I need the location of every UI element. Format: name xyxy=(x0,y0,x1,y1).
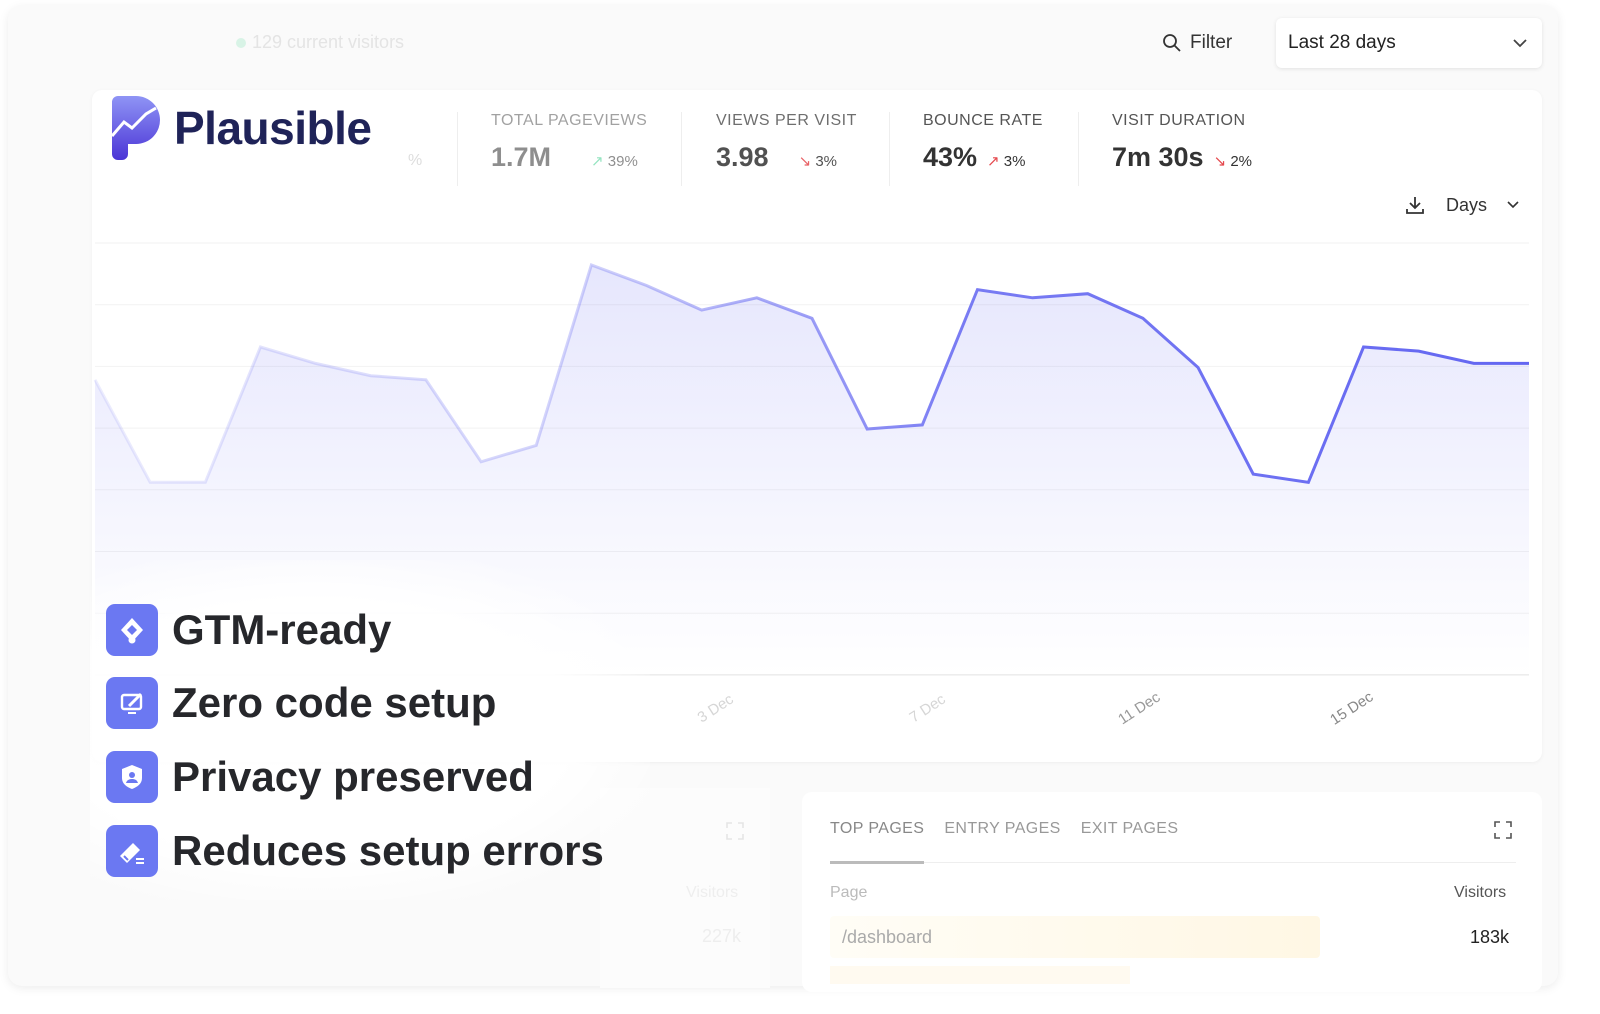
partial-stat: % xyxy=(408,152,423,169)
table-row[interactable] xyxy=(830,916,1320,958)
feature-gtm-ready: GTM-ready xyxy=(106,604,391,656)
column-header-page: Page xyxy=(830,884,868,901)
feature-label: Privacy preserved xyxy=(172,753,534,800)
arrow-up-icon: ↗ xyxy=(591,153,604,170)
feature-label: Reduces setup errors xyxy=(172,827,604,874)
gtm-icon xyxy=(106,604,158,656)
filter-button[interactable]: Filter xyxy=(1162,32,1232,54)
stat-label: VISIT DURATION xyxy=(1112,112,1246,129)
feature-label: Zero code setup xyxy=(172,679,497,726)
active-tab-indicator xyxy=(830,861,924,864)
stat-change: 39% xyxy=(607,153,638,170)
tab-top-pages[interactable]: TOP PAGES xyxy=(830,820,925,837)
eraser-icon xyxy=(106,825,158,877)
pages-panel xyxy=(802,792,1542,992)
column-header-visitors: Visitors xyxy=(1454,884,1507,901)
stat-value: 1.7M xyxy=(491,142,552,172)
stat-label: VIEWS PER VISIT xyxy=(716,112,857,129)
feature-label: GTM-ready xyxy=(172,606,392,653)
filter-label: Filter xyxy=(1190,32,1233,53)
visitor-count: 183k xyxy=(1470,927,1510,947)
tabs-divider xyxy=(830,862,1516,863)
stat-change: 3% xyxy=(1003,153,1026,170)
feature-reduces-errors: Reduces setup errors xyxy=(106,825,604,877)
stat-visit-duration[interactable]: VISIT DURATION 7m 30s ↘ 2% xyxy=(1112,112,1252,173)
live-dot xyxy=(236,37,246,48)
date-range-select[interactable]: Last 28 days xyxy=(1276,18,1542,68)
current-visitors-text: 129 current visitors xyxy=(252,32,405,52)
divider xyxy=(889,112,890,186)
feature-zero-code: Zero code setup xyxy=(106,677,496,729)
date-range-label: Last 28 days xyxy=(1288,32,1396,53)
chevron-down-icon xyxy=(1513,39,1527,48)
interval-label: Days xyxy=(1446,194,1488,215)
stat-views-per-visit[interactable]: VIEWS PER VISIT 3.98 ↘ 3% xyxy=(716,112,857,173)
feature-backdrop xyxy=(90,560,650,900)
page-path[interactable]: /dashboard xyxy=(842,927,933,947)
divider xyxy=(457,112,458,186)
stat-label: BOUNCE RATE xyxy=(923,112,1043,129)
interval-select[interactable]: Days xyxy=(1404,194,1519,216)
stat-change: 2% xyxy=(1230,153,1253,170)
stat-value: 43% xyxy=(923,142,978,172)
stat-value: 3.98 xyxy=(716,142,769,172)
search-icon xyxy=(1163,34,1181,52)
graph-line xyxy=(93,263,1529,484)
download-icon[interactable] xyxy=(1404,194,1426,216)
stat-value: 7m 30s xyxy=(1112,142,1204,172)
stat-change: 3% xyxy=(815,153,837,170)
divider xyxy=(681,112,682,186)
expand-icon[interactable] xyxy=(1494,821,1512,839)
feature-privacy: Privacy preserved xyxy=(106,751,534,803)
arrow-down-icon: ↘ xyxy=(1213,153,1227,170)
column-header: Visitors xyxy=(686,884,739,901)
expand-icon[interactable] xyxy=(726,822,744,840)
monitor-pen-icon xyxy=(106,677,158,729)
tab-entry-pages[interactable]: ENTRY PAGES xyxy=(944,820,1061,837)
shield-user-icon xyxy=(106,751,158,803)
arrow-down-icon: ↘ xyxy=(798,153,812,170)
chevron-down-icon xyxy=(1507,201,1519,209)
stat-bounce-rate[interactable]: BOUNCE RATE 43% ↗ 3% xyxy=(923,112,1043,173)
pages-tabs: TOP PAGES ENTRY PAGES EXIT PAGES xyxy=(830,820,1178,838)
brand-name: Plausible xyxy=(174,102,372,154)
cell-value: 227k xyxy=(702,926,742,946)
table-row[interactable] xyxy=(830,966,1130,984)
plausible-logo: Plausible xyxy=(110,96,372,160)
divider xyxy=(1078,112,1079,186)
current-visitors: 129 current visitors xyxy=(236,32,404,53)
stat-label: TOTAL PAGEVIEWS xyxy=(491,112,648,129)
arrow-up-icon: ↗ xyxy=(987,153,1000,170)
plausible-logo-icon xyxy=(110,96,160,160)
stat-total-pageviews[interactable]: TOTAL PAGEVIEWS 1.7M ↗ 39% xyxy=(491,112,647,173)
tab-exit-pages[interactable]: EXIT PAGES xyxy=(1080,820,1179,837)
